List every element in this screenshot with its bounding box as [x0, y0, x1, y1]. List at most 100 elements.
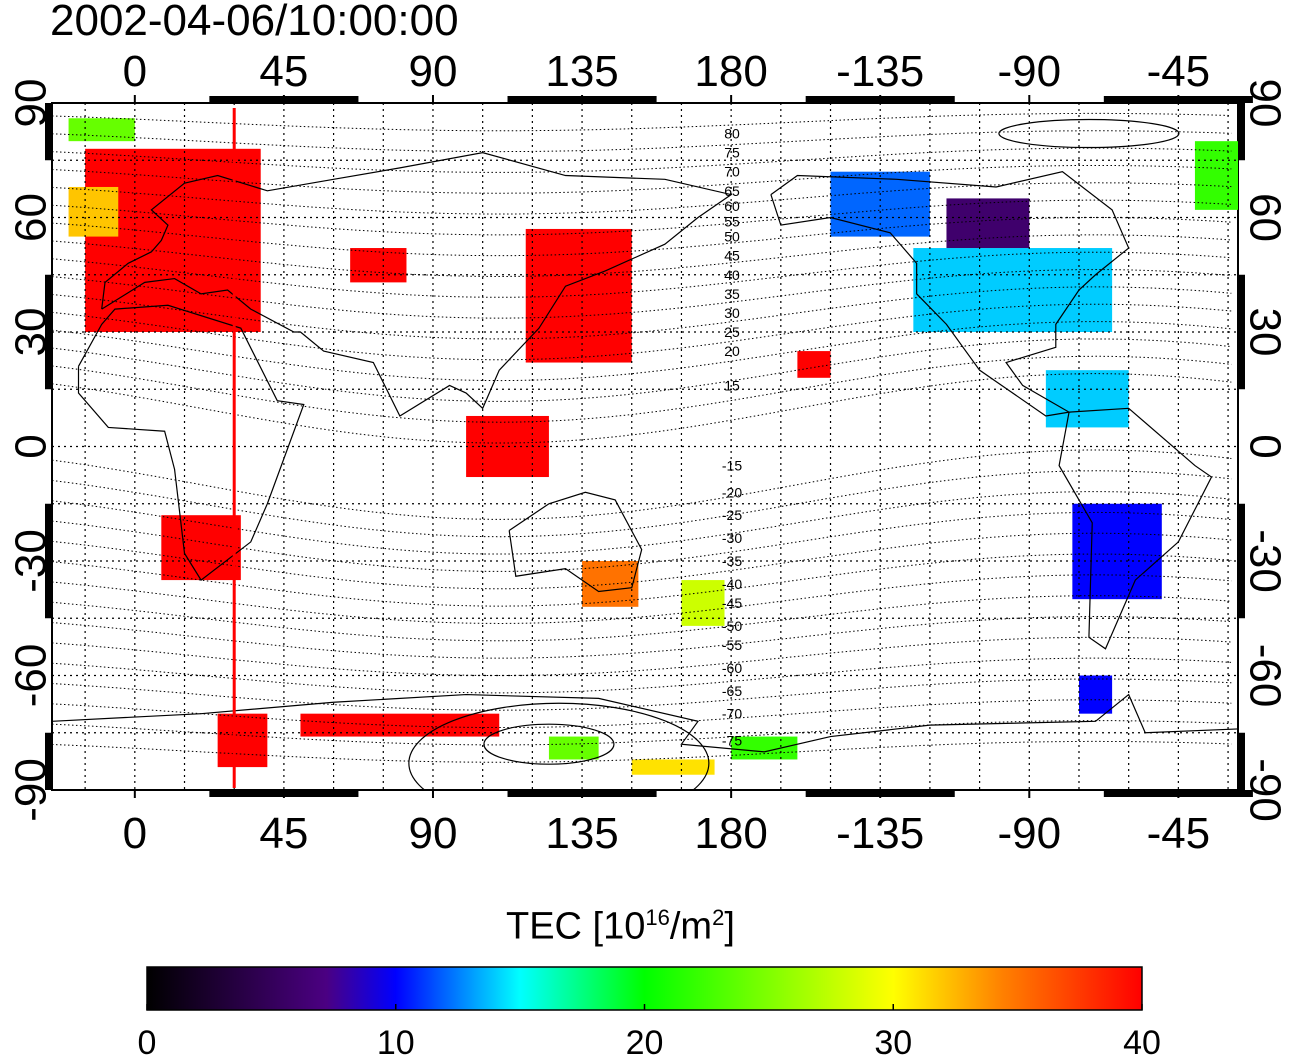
bottom-longitude-tick-label: -45	[1147, 809, 1211, 858]
tec-data-layer	[68, 118, 1238, 775]
bottom-longitude-tick-label: -90	[997, 809, 1061, 858]
magnetic-latitude-line	[52, 699, 1232, 729]
colorbar-ticks: 0 10 20 30 40	[138, 1004, 1161, 1057]
magnetic-latitude-label: -50	[722, 618, 742, 634]
top-longitude-tick-label: 0	[123, 47, 147, 96]
tec-cell	[217, 713, 268, 768]
magnetic-latitude-line	[52, 321, 1232, 382]
colorbar-tick-label: 40	[1123, 1024, 1161, 1057]
right-frame-band	[1238, 274, 1245, 390]
left-frame-band	[45, 732, 52, 790]
magnetic-latitude-line	[52, 574, 1232, 624]
magnetic-latitude-line	[52, 147, 1232, 173]
magnetic-latitude-line	[52, 199, 1232, 236]
top-longitude-tick-label: -90	[997, 47, 1061, 96]
magnetic-latitude-contours	[52, 112, 1232, 790]
magnetic-latitude-line	[52, 678, 1232, 711]
magnetic-latitude-label: -65	[722, 683, 742, 699]
magnetic-latitude-label: 40	[724, 267, 740, 283]
magnetic-latitude-line	[52, 532, 1232, 590]
tec-cell	[350, 248, 407, 283]
left-frame-band	[45, 274, 52, 390]
magnetic-latitude-label: 70	[724, 164, 740, 180]
magnetic-latitude-line	[52, 740, 1232, 763]
magnetic-latitude-label: 65	[724, 183, 740, 199]
magnetic-latitude-line	[52, 303, 1232, 361]
magnetic-latitude-line	[52, 182, 1232, 215]
coastline	[101, 152, 733, 417]
magnetic-latitude-line	[52, 720, 1232, 746]
right-frame-band	[1238, 503, 1245, 619]
coastline	[508, 491, 643, 593]
top-frame-band	[1103, 96, 1253, 103]
tec-cell	[913, 248, 1113, 332]
magnetic-latitude-label: 45	[724, 248, 740, 264]
tec-cell	[946, 198, 1030, 249]
magnetic-latitude-label: -35	[722, 553, 742, 569]
magnetic-latitude-line	[52, 217, 1232, 257]
magnetic-latitude-line	[52, 449, 1232, 520]
magnetic-latitude-line	[52, 164, 1232, 194]
magnetic-latitude-label: -60	[722, 660, 742, 676]
axis-ticks: 0045459090135135180180-135-135-90-90-45-…	[7, 47, 1290, 858]
magnetic-latitude-line	[52, 112, 1232, 132]
tec-cell	[631, 759, 715, 775]
magnetic-latitude-label: 30	[724, 305, 740, 321]
coastline	[1058, 407, 1213, 650]
magnetic-latitude-line	[52, 130, 1232, 153]
magnetic-latitude-label: -20	[722, 484, 742, 500]
tec-cell	[161, 515, 241, 581]
right-latitude-tick-label: 60	[1240, 193, 1289, 242]
magnetic-latitude-line	[52, 511, 1232, 572]
right-latitude-tick-label: 30	[1240, 308, 1289, 357]
bottom-frame-band	[209, 790, 359, 797]
magnetic-latitude-label: -25	[722, 507, 742, 523]
tec-cell	[1045, 370, 1129, 428]
right-latitude-tick-label: -30	[1240, 529, 1289, 593]
bottom-longitude-tick-label: 180	[694, 809, 767, 858]
magnetic-latitude-label: -30	[722, 530, 742, 546]
colorbar	[146, 966, 1143, 1011]
coastline-layer	[52, 152, 1238, 753]
colorbar-bar	[146, 966, 1143, 1011]
magnetic-latitude-label: 50	[724, 229, 740, 245]
top-longitude-tick-label: 45	[259, 47, 308, 96]
magnetic-latitude-line	[52, 269, 1232, 319]
left-frame-band	[45, 103, 52, 161]
bottom-longitude-tick-label: 0	[123, 809, 147, 858]
magnetic-latitude-label: 75	[724, 145, 740, 161]
tec-cell	[1078, 675, 1113, 714]
coastline	[77, 304, 305, 581]
south-magnetic-pole-contour	[483, 723, 615, 765]
bottom-longitude-tick-label: -135	[836, 809, 924, 858]
magnetic-latitude-label: 20	[724, 343, 740, 359]
magnetic-latitude-label: -40	[722, 576, 742, 592]
magnetic-latitude-label: -70	[722, 706, 742, 722]
right-frame-band	[1238, 103, 1245, 161]
colorbar-label: TEC [1016/m2]	[506, 905, 735, 948]
south-magnetic-contour-outer	[408, 702, 710, 790]
right-frame-band	[1238, 732, 1245, 790]
tec-cell	[1194, 141, 1238, 210]
colorbar-tick-label: 30	[874, 1024, 912, 1057]
tec-cell	[731, 736, 798, 760]
colorbar-tick-label: 10	[377, 1024, 415, 1057]
right-latitude-tick-label: -90	[1240, 758, 1289, 822]
top-longitude-tick-label: 135	[545, 47, 618, 96]
magnetic-latitude-label: -55	[722, 637, 742, 653]
top-frame-band	[507, 96, 657, 103]
magnetic-latitude-label: -75	[722, 732, 742, 748]
top-frame-band	[805, 96, 955, 103]
magnetic-latitude-line	[52, 636, 1232, 676]
magnetic-latitude-line	[52, 657, 1232, 694]
tec-cell	[548, 736, 599, 760]
magnetic-latitude-label: 80	[724, 126, 740, 142]
bottom-frame-band	[805, 790, 955, 797]
tec-cell	[1072, 503, 1162, 600]
left-latitude-tick-label: 60	[7, 193, 56, 242]
grid-lines	[52, 103, 1238, 790]
coastline	[770, 171, 1130, 417]
magnetic-latitude-line	[52, 373, 1232, 444]
